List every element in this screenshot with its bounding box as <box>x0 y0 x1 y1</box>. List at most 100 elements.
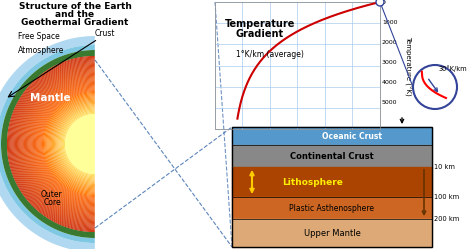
Polygon shape <box>31 80 95 208</box>
Text: Lithosphere: Lithosphere <box>282 178 343 187</box>
Text: Gradient: Gradient <box>236 29 284 39</box>
Polygon shape <box>29 78 95 209</box>
Text: Free Space: Free Space <box>18 32 60 41</box>
Circle shape <box>413 65 457 109</box>
Polygon shape <box>55 104 95 184</box>
Polygon shape <box>51 100 95 188</box>
Polygon shape <box>17 66 95 222</box>
Text: 10 km: 10 km <box>434 164 455 170</box>
Polygon shape <box>10 60 95 228</box>
Polygon shape <box>64 113 95 175</box>
Text: Temperature (°K): Temperature (°K) <box>404 36 411 95</box>
Polygon shape <box>32 81 95 207</box>
Text: and the: and the <box>55 10 94 19</box>
Polygon shape <box>18 67 95 221</box>
Polygon shape <box>41 90 95 198</box>
Polygon shape <box>15 64 95 224</box>
Polygon shape <box>19 69 95 219</box>
Text: Outer: Outer <box>41 190 63 199</box>
Bar <box>232 167 432 197</box>
Polygon shape <box>27 76 95 212</box>
Polygon shape <box>60 109 95 180</box>
Polygon shape <box>9 58 95 230</box>
Polygon shape <box>42 91 95 197</box>
Polygon shape <box>27 77 95 211</box>
Text: 2000: 2000 <box>382 40 398 45</box>
Bar <box>215 2 380 129</box>
Polygon shape <box>21 70 95 218</box>
Polygon shape <box>48 98 95 190</box>
Bar <box>232 219 432 247</box>
Bar <box>232 127 432 247</box>
Text: 1°K/km (average): 1°K/km (average) <box>236 50 304 59</box>
Polygon shape <box>56 105 95 183</box>
Polygon shape <box>33 82 95 206</box>
Polygon shape <box>23 72 95 216</box>
Polygon shape <box>9 59 95 229</box>
Text: 200 km: 200 km <box>434 216 459 222</box>
Polygon shape <box>44 93 95 195</box>
Polygon shape <box>52 101 95 187</box>
Polygon shape <box>40 89 95 199</box>
Polygon shape <box>43 92 95 196</box>
Polygon shape <box>38 87 95 200</box>
Polygon shape <box>46 95 95 193</box>
Polygon shape <box>14 63 95 225</box>
Text: Temperature: Temperature <box>225 19 295 29</box>
Text: 100 km: 100 km <box>434 194 459 200</box>
Bar <box>215 2 380 129</box>
Text: Mantle: Mantle <box>30 93 71 103</box>
Polygon shape <box>0 45 95 243</box>
Polygon shape <box>50 99 95 189</box>
Text: Structure of the Earth: Structure of the Earth <box>18 2 131 11</box>
Polygon shape <box>61 110 95 178</box>
Text: 3000: 3000 <box>382 60 398 65</box>
Text: Continental Crust: Continental Crust <box>290 151 374 161</box>
Polygon shape <box>34 83 95 205</box>
Text: Oceanic Crust: Oceanic Crust <box>322 132 382 141</box>
Text: Geothermal Gradient: Geothermal Gradient <box>21 18 128 27</box>
Polygon shape <box>11 61 95 228</box>
Polygon shape <box>22 71 95 217</box>
Polygon shape <box>53 102 95 186</box>
Polygon shape <box>57 106 95 182</box>
Polygon shape <box>36 86 95 202</box>
Bar <box>232 127 432 145</box>
Polygon shape <box>25 74 95 214</box>
Polygon shape <box>1 50 95 238</box>
Text: 30°K/km: 30°K/km <box>439 65 468 72</box>
Text: 4000: 4000 <box>382 80 398 85</box>
Bar <box>232 197 432 219</box>
Text: 0: 0 <box>382 0 386 4</box>
Polygon shape <box>24 73 95 215</box>
Text: Plastic Asthenosphere: Plastic Asthenosphere <box>290 203 374 212</box>
Text: 1000: 1000 <box>382 20 398 25</box>
Polygon shape <box>13 62 95 226</box>
Text: Upper Mantle: Upper Mantle <box>303 229 360 238</box>
Polygon shape <box>47 96 95 191</box>
Text: Core: Core <box>43 198 61 207</box>
Bar <box>232 145 432 167</box>
Polygon shape <box>58 107 95 181</box>
Polygon shape <box>20 69 95 219</box>
Polygon shape <box>95 0 215 249</box>
Polygon shape <box>12 62 95 227</box>
Text: Crust: Crust <box>95 29 116 38</box>
Text: Atmosphere: Atmosphere <box>18 46 64 55</box>
Polygon shape <box>37 87 95 201</box>
Polygon shape <box>7 56 95 232</box>
Circle shape <box>376 0 384 6</box>
Polygon shape <box>16 65 95 223</box>
Polygon shape <box>30 79 95 209</box>
Polygon shape <box>63 112 95 176</box>
Polygon shape <box>26 75 95 213</box>
Polygon shape <box>39 88 95 200</box>
Polygon shape <box>45 94 95 194</box>
Polygon shape <box>62 111 95 177</box>
Polygon shape <box>8 57 95 231</box>
Polygon shape <box>28 78 95 210</box>
Text: 5000: 5000 <box>382 100 398 105</box>
Polygon shape <box>18 68 95 220</box>
Polygon shape <box>36 85 95 203</box>
Polygon shape <box>65 114 95 174</box>
